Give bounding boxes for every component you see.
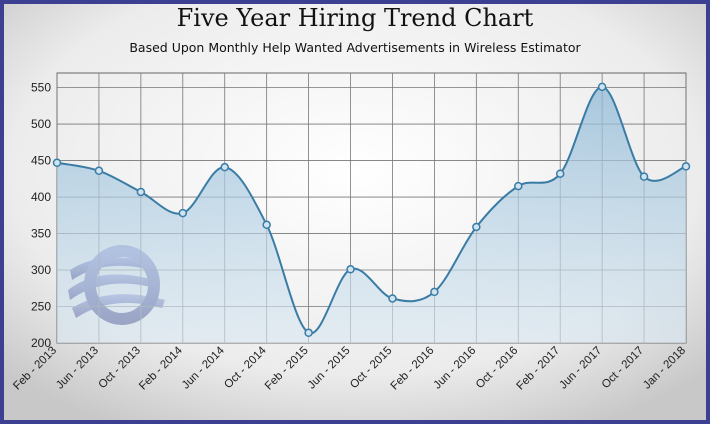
point [555, 169, 565, 178]
y-tick-label: 400 [31, 190, 51, 204]
point [304, 328, 313, 338]
y-tick-label: 500 [31, 117, 51, 131]
line [56, 85, 687, 334]
y-tick-label: 300 [31, 263, 51, 277]
y-tick-label: 450 [31, 154, 51, 168]
point [262, 220, 271, 230]
point [681, 162, 691, 171]
point [472, 222, 481, 232]
point [220, 162, 229, 172]
point [94, 166, 104, 176]
y-tick-label: 350 [31, 227, 51, 241]
point [52, 158, 62, 168]
point [514, 181, 523, 191]
point [346, 265, 355, 274]
y-tick-label: 550 [31, 81, 51, 95]
point [430, 287, 439, 297]
area [57, 86, 686, 343]
y-tick-label: 250 [31, 300, 51, 314]
y-tick-label: 200 [31, 336, 51, 350]
point [136, 187, 146, 197]
point [597, 82, 607, 92]
point [178, 208, 188, 218]
chart-title: Five Year Hiring Trend Chart [177, 4, 534, 32]
point [639, 172, 649, 181]
chart-subtitle: Based Upon Monthly Help Wanted Advertise… [129, 40, 581, 55]
point [388, 294, 397, 303]
